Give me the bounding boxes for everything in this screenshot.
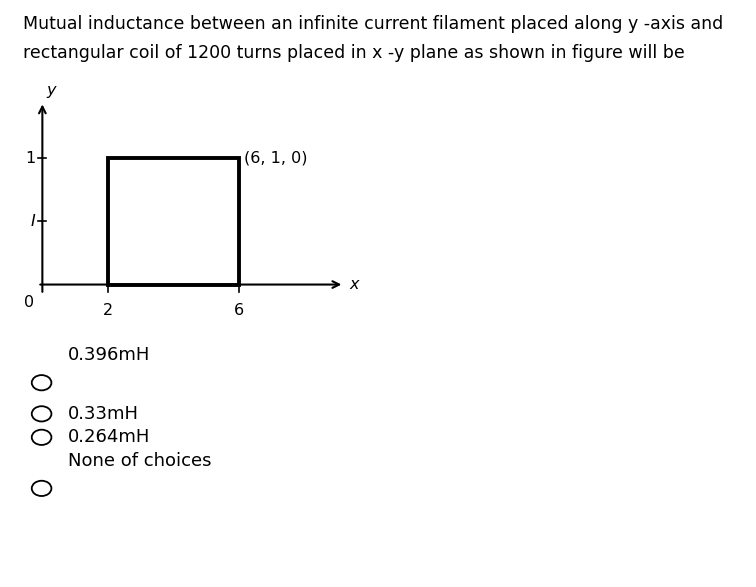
Text: (6, 1, 0): (6, 1, 0) <box>244 151 308 166</box>
Text: I: I <box>30 214 35 229</box>
Bar <box>108 158 239 285</box>
Text: 0.33mH: 0.33mH <box>68 405 139 423</box>
Text: Mutual inductance between an infinite current filament placed along y -axis and: Mutual inductance between an infinite cu… <box>23 15 723 33</box>
Text: 0: 0 <box>24 295 34 310</box>
Text: 0.396mH: 0.396mH <box>68 346 150 364</box>
Text: rectangular coil of 1200 turns placed in x -y plane as shown in figure will be: rectangular coil of 1200 turns placed in… <box>23 44 684 62</box>
Text: 0.264mH: 0.264mH <box>68 429 150 446</box>
Text: x: x <box>349 277 358 292</box>
Text: 2: 2 <box>103 303 113 319</box>
Text: y: y <box>46 83 56 98</box>
Text: 6: 6 <box>234 303 244 319</box>
Text: 1: 1 <box>25 151 35 166</box>
Text: None of choices: None of choices <box>68 452 212 470</box>
